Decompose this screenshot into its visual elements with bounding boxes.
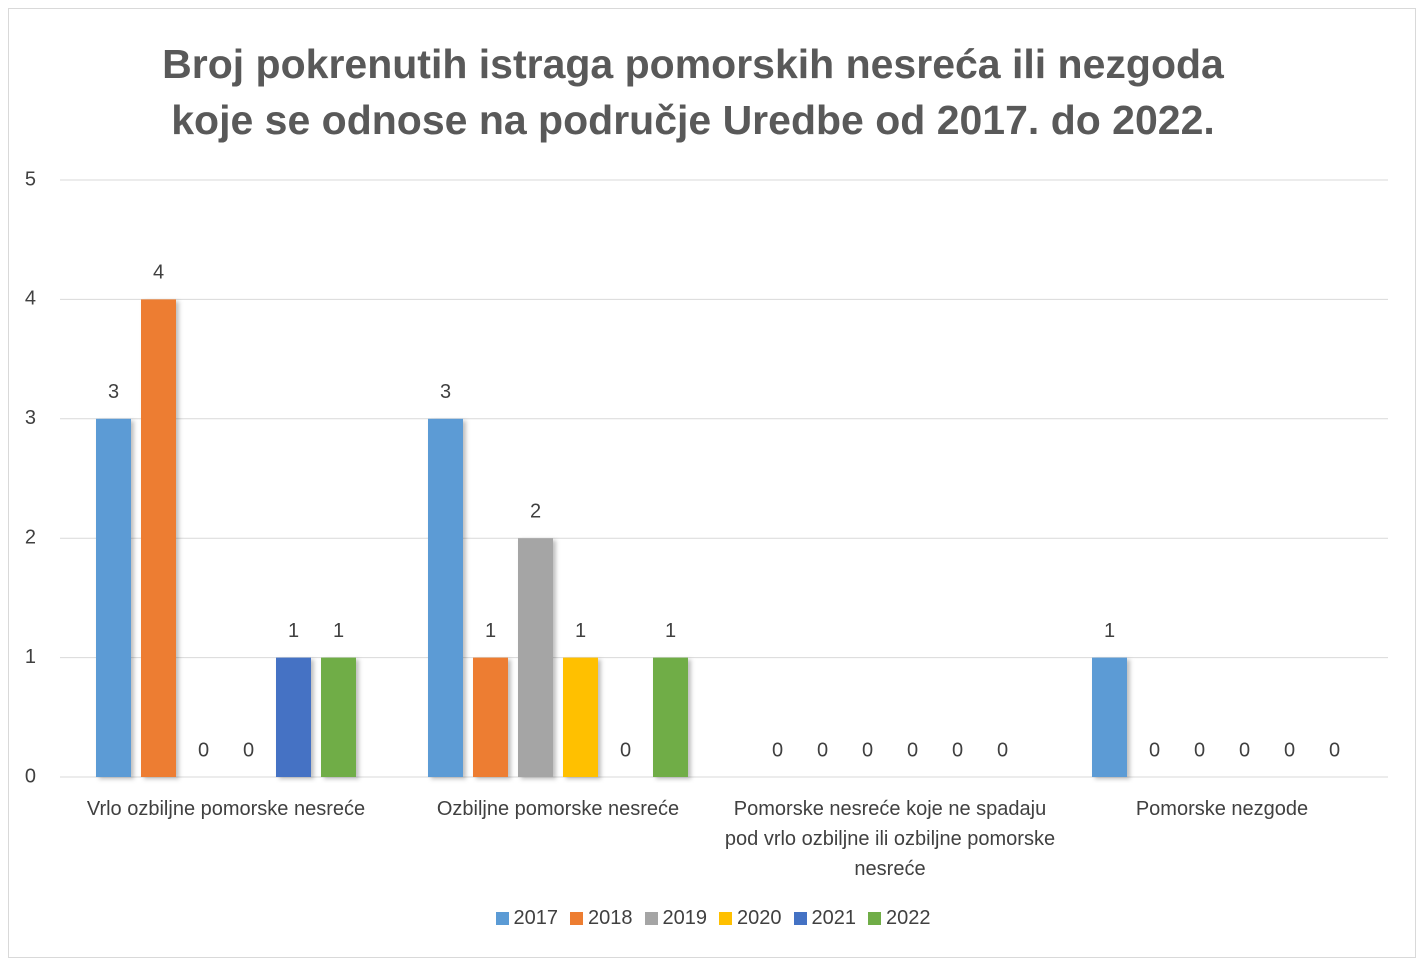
data-label: 3 [108,381,119,403]
data-label: 0 [907,739,918,761]
legend: 2017 2018 2019 2020 2021 2022 [0,907,1426,930]
x-tick-label: Pomorske nesreće koje ne spadaju pod vrl… [724,798,1056,880]
data-label: 0 [817,739,828,761]
data-label: 1 [575,620,586,642]
legend-swatch [868,912,881,925]
data-label: 0 [772,739,783,761]
x-tick-label: Vrlo ozbiljne pomorske nesreće [86,798,366,820]
data-label: 0 [997,739,1008,761]
data-label: 2 [530,500,541,522]
chart-title: Broj pokrenutih istraga pomorskih nesreć… [162,41,1224,143]
legend-item: 2018 [570,907,633,930]
data-label: 0 [862,739,873,761]
legend-label: 2019 [662,907,708,929]
bar [1092,657,1127,777]
data-label: 0 [1194,739,1205,761]
data-label: 1 [1104,620,1115,642]
legend-swatch [644,912,658,925]
legend-item: 2017 [495,907,559,930]
data-label: 0 [1149,739,1160,761]
y-tick-label: 4 [25,288,36,310]
y-tick-label: 2 [25,526,36,548]
data-label: 1 [485,620,496,642]
legend-label: 2017 [513,907,559,929]
data-label: 3 [440,381,451,403]
legend-item: 2021 [793,907,857,930]
x-tick-label: Ozbiljne pomorske nesreće [436,798,680,820]
x-tick-label: Pomorske nezgode [1135,798,1309,820]
data-label: 0 [1284,739,1295,761]
legend-swatch [719,912,732,925]
legend-swatch [495,912,509,925]
data-label: 1 [288,620,299,642]
bar [653,657,688,777]
legend-item: 2020 [719,907,782,930]
bar [96,418,131,777]
bar [276,657,311,777]
bar [563,657,598,777]
bar [518,538,553,777]
legend-label: 2020 [737,907,782,929]
legend-label: 2022 [886,907,931,929]
data-label: 0 [243,739,254,761]
legend-item: 2022 [868,907,931,930]
bar [321,657,356,777]
data-label: 0 [952,739,963,761]
data-label: 0 [198,739,209,761]
data-label: 4 [153,262,164,284]
bar [428,418,463,777]
bar [141,299,176,777]
legend-label: 2021 [811,907,857,929]
legend-swatch [570,912,583,925]
y-tick-label: 3 [25,407,36,429]
data-label: 0 [1239,739,1250,761]
y-tick-label: 0 [25,765,36,787]
data-label: 0 [620,739,631,761]
bar [473,657,508,777]
legend-label: 2018 [588,907,633,929]
y-tick-label: 5 [25,168,36,190]
data-label: 1 [665,620,676,642]
data-label: 1 [333,620,344,642]
y-tick-label: 1 [25,646,36,668]
data-label: 0 [1329,739,1340,761]
legend-swatch [793,912,807,925]
legend-item: 2019 [644,907,708,930]
